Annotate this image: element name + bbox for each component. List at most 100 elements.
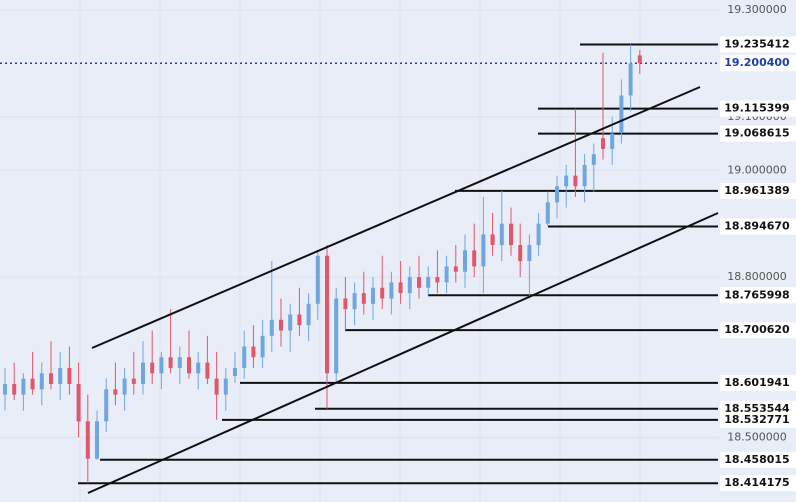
candle-body — [30, 378, 35, 390]
level-label-box — [720, 182, 796, 199]
candle-body — [39, 373, 44, 390]
level-label-box — [720, 100, 796, 117]
candle-body — [610, 133, 615, 149]
candle-body — [49, 373, 53, 384]
candle-body — [463, 250, 467, 272]
y-tick-label: 18.500000 — [727, 430, 787, 443]
candle-body — [104, 389, 109, 422]
candle-body — [122, 378, 127, 395]
level-label: 18.765998 — [724, 288, 789, 301]
candle-body — [168, 357, 173, 368]
candle-body — [361, 293, 366, 304]
level-label-box — [720, 374, 796, 391]
candle-body — [141, 362, 145, 384]
candle-body — [380, 287, 385, 299]
candle-body — [150, 362, 155, 374]
candle-body — [573, 175, 578, 187]
level-label: 19.235412 — [724, 37, 789, 50]
level-label-box — [720, 475, 796, 492]
candle-body — [131, 378, 136, 384]
candle-body — [564, 175, 569, 187]
level-label: 18.700620 — [724, 323, 790, 336]
candle-body — [214, 378, 219, 395]
level-label: 18.601941 — [724, 376, 789, 389]
candle-body — [315, 255, 320, 304]
level-label-box — [720, 411, 796, 428]
candle-body — [269, 319, 274, 336]
candle-body — [555, 186, 559, 203]
candle-body — [619, 95, 624, 133]
y-tick-label: 18.800000 — [727, 270, 787, 283]
upper-channel-line — [91, 86, 701, 349]
y-tick-label: 19.300000 — [727, 3, 787, 16]
lower-channel-line — [87, 212, 719, 494]
current-price-label: 19.200400 — [724, 56, 790, 69]
levels — [0, 43, 718, 485]
level-label: 18.458015 — [724, 453, 789, 466]
candle-body — [21, 378, 26, 395]
candle-body — [499, 223, 504, 246]
level-label: 18.414175 — [724, 476, 789, 489]
level-label: 18.894670 — [724, 220, 790, 233]
candle-body — [95, 421, 99, 459]
candle-body — [628, 63, 633, 96]
candle-body — [398, 282, 403, 294]
candle-body — [223, 378, 228, 395]
candle-body — [306, 303, 311, 326]
candle-body — [159, 357, 164, 374]
candle-body — [67, 367, 72, 384]
candle-body — [518, 245, 523, 262]
candle-body — [444, 266, 449, 283]
candle-body — [601, 138, 605, 149]
level-label: 18.553544 — [724, 402, 790, 415]
candle-body — [371, 287, 375, 304]
candle-body — [242, 346, 247, 368]
level-label-box — [720, 125, 796, 142]
candle-body — [297, 314, 302, 326]
candle-body — [12, 383, 17, 395]
candle-body — [288, 314, 293, 331]
y-tick-label: 19.000000 — [727, 163, 787, 176]
candle-body — [85, 421, 90, 459]
level-label: 18.532771 — [724, 413, 789, 426]
level-label-box — [720, 36, 796, 53]
level-label: 19.068615 — [724, 127, 789, 140]
level-label-box — [720, 287, 796, 304]
candle-body — [58, 367, 63, 384]
candle-body — [472, 250, 477, 267]
candle-body — [527, 245, 532, 262]
candle-body — [76, 383, 81, 422]
level-label-box — [720, 322, 796, 339]
candle-body — [233, 367, 237, 376]
candle-body — [260, 335, 265, 358]
candle-body — [536, 223, 541, 246]
candle-body — [490, 234, 495, 246]
level-label: 18.961389 — [724, 184, 789, 197]
candle-body — [509, 223, 513, 246]
candle-body — [582, 164, 587, 187]
candle-body — [352, 293, 357, 310]
candle-body — [113, 389, 118, 395]
candle-body — [417, 277, 421, 288]
candle-body — [196, 362, 201, 374]
current-price-box — [720, 55, 796, 72]
candles — [3, 44, 642, 484]
candle-body — [334, 298, 339, 374]
candle-body — [453, 266, 458, 272]
grid — [0, 0, 718, 502]
candle-body — [325, 255, 329, 374]
candle-body — [435, 277, 440, 283]
level-label: 19.115399 — [724, 102, 789, 115]
candle-body — [389, 282, 394, 299]
candle-body — [407, 277, 412, 294]
candle-body — [279, 319, 283, 331]
candle-body — [251, 346, 256, 358]
candle-body — [481, 234, 486, 267]
candle-body — [343, 298, 348, 310]
candle-body — [205, 362, 210, 379]
candle-body — [637, 55, 642, 64]
candle-body — [187, 357, 191, 374]
